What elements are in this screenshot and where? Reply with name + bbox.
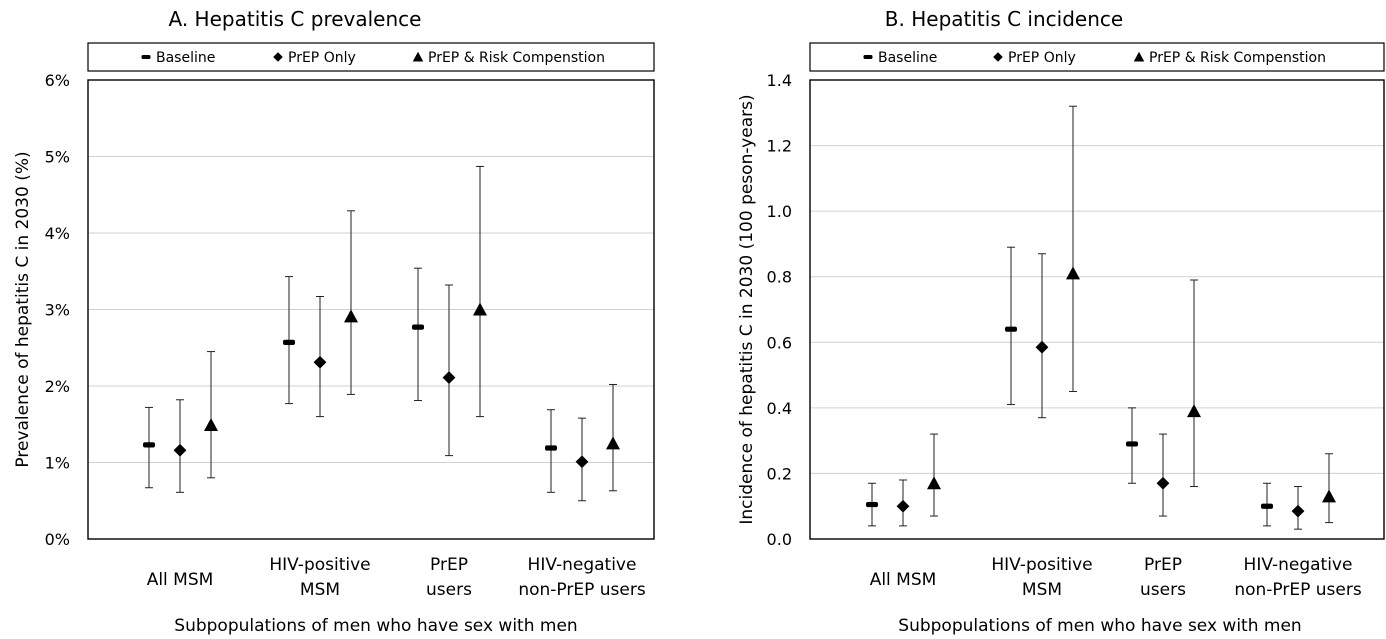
legend-label: Baseline (878, 50, 937, 66)
y-tick-label: 3% (45, 301, 70, 320)
data-point-diamond (313, 355, 327, 369)
y-tick-label: 1.4 (767, 71, 792, 90)
data-point-diamond (173, 443, 187, 457)
x-category-label: users (426, 580, 472, 600)
data-point-diamond (1156, 476, 1170, 490)
y-tick-label: 0.4 (767, 399, 792, 418)
x-category-label: MSM (300, 580, 340, 600)
legend-label: PrEP Only (288, 50, 356, 66)
data-point-triangle (606, 436, 620, 450)
data-point-triangle (473, 302, 487, 316)
y-tick-label: 0.2 (767, 464, 792, 483)
y-tick-label: 0.8 (767, 268, 792, 287)
legend-label: Baseline (156, 50, 215, 66)
x-axis-label: Subpopulations of men who have sex with … (174, 616, 577, 636)
legend-label: PrEP & Risk Compenstion (1149, 50, 1326, 66)
plot-area (87, 79, 655, 540)
data-point-diamond (1035, 340, 1049, 354)
legend-marker-dash (863, 55, 873, 59)
y-tick-label: 2% (45, 377, 70, 396)
x-category-label: HIV-positive (991, 555, 1092, 575)
y-axis-label: Prevalence of hepatitis C in 2030 (%) (13, 151, 33, 467)
x-category-label: HIV-positive (269, 555, 370, 575)
y-axis-label: Incidence of hepatitis C in 2030 (100 pe… (737, 94, 757, 524)
legend-label: PrEP Only (1008, 50, 1076, 66)
legend-box (87, 42, 655, 72)
y-tick-label: 0.6 (767, 333, 792, 352)
data-point-dash (143, 442, 155, 448)
x-category-label: HIV-negative (1244, 555, 1353, 575)
x-category-label: users (1140, 580, 1186, 600)
x-category-label: PrEP (430, 555, 468, 575)
legend-marker-diamond (993, 52, 1003, 62)
legend-marker-diamond (273, 52, 283, 62)
x-axis-label: Subpopulations of men who have sex with … (898, 616, 1301, 636)
data-point-diamond (575, 455, 589, 469)
x-category-label: non-PrEP users (518, 580, 646, 600)
x-category-label: PrEP (1144, 555, 1182, 575)
data-point-triangle (1322, 489, 1336, 503)
data-point-triangle (344, 309, 358, 323)
y-tick-label: 5% (45, 148, 70, 167)
data-point-diamond (442, 371, 456, 384)
data-point-dash (1005, 326, 1017, 332)
x-category-label: All MSM (147, 570, 214, 590)
legend-marker-triangle (412, 51, 424, 62)
chart-title: B. Hepatitis C incidence (885, 7, 1123, 31)
x-category-label: MSM (1022, 580, 1062, 600)
y-tick-label: 1.2 (767, 137, 792, 156)
x-category-label: HIV-negative (528, 555, 637, 575)
data-point-dash (1126, 441, 1138, 447)
data-point-triangle (927, 476, 941, 490)
data-point-triangle (1187, 404, 1201, 418)
legend-label: PrEP & Risk Compenstion (428, 50, 605, 66)
data-point-diamond (1291, 504, 1305, 518)
x-category-label: non-PrEP users (1234, 580, 1362, 600)
y-tick-label: 1.0 (767, 202, 792, 221)
data-point-dash (283, 339, 295, 345)
data-point-dash (866, 501, 878, 508)
data-point-triangle (204, 418, 218, 431)
y-tick-label: 4% (45, 224, 70, 243)
data-point-diamond (896, 499, 910, 513)
legend-marker-dash (141, 55, 151, 59)
data-point-dash (545, 445, 557, 451)
chart-title: A. Hepatitis C prevalence (169, 7, 422, 31)
legend-box (809, 42, 1385, 72)
y-tick-label: 6% (45, 71, 70, 90)
y-tick-label: 0.0 (767, 530, 792, 549)
data-point-triangle (1066, 266, 1080, 280)
panel-b-incidence-chart: B. Hepatitis C incidence Baseline PrEP Onl… (737, 7, 1385, 636)
panel-a-prevalence-chart: A. Hepatitis C prevalence Baseline PrEP On… (13, 7, 655, 636)
y-tick-label: 0% (45, 530, 70, 549)
data-point-dash (1261, 503, 1273, 509)
legend-marker-triangle (1133, 51, 1145, 62)
plot-area (809, 79, 1385, 540)
data-point-dash (412, 324, 424, 330)
x-category-label: All MSM (870, 570, 937, 590)
y-tick-label: 1% (45, 454, 70, 473)
